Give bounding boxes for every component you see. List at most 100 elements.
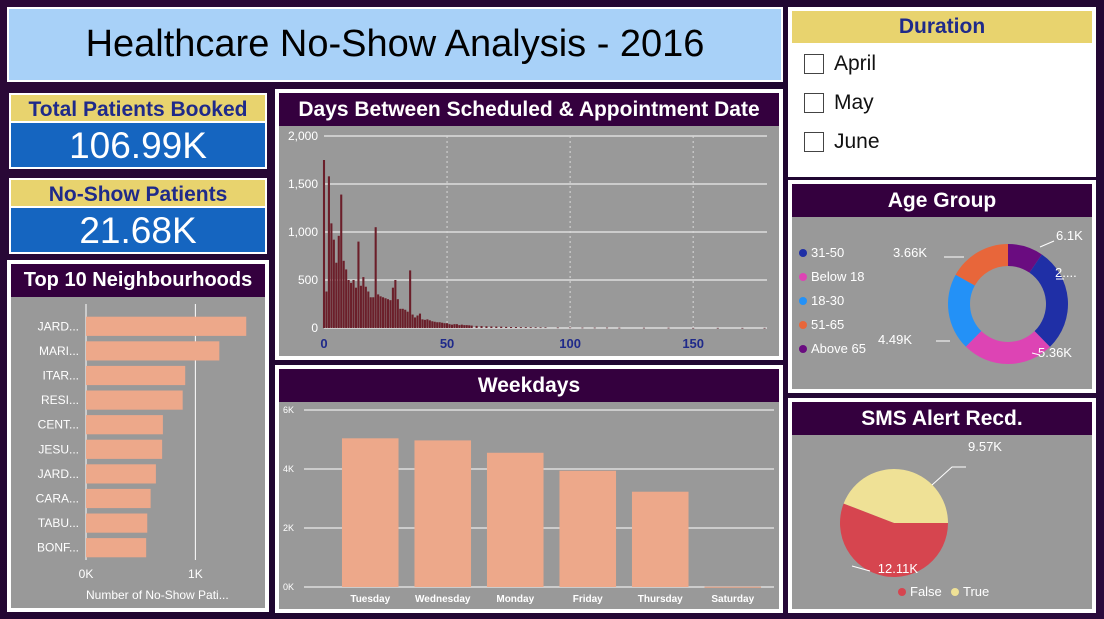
sms-chart-plot: 9.57K 12.11K False True [792,435,1092,609]
days-bar [519,327,522,328]
duration-option-may[interactable]: May [804,90,874,116]
days-bar [741,327,744,329]
days-bar [448,324,451,328]
days-bar [642,327,645,329]
dashboard-title: Healthcare No-Show Analysis - 2016 [85,23,705,65]
y-tick-label: JARD... [38,319,79,333]
x-tick-label: Saturday [711,594,754,605]
days-bar [500,326,503,328]
x-tick-label: 150 [682,336,704,351]
legend-marker [951,588,959,596]
days-bar [458,325,461,328]
x-tick-label: Tuesday [350,594,390,605]
age-chart-title: Age Group [792,184,1092,217]
weekday-bar [414,440,472,587]
data-label: 4.49K [878,332,912,347]
days-bar [345,269,348,328]
sms-chart-panel: SMS Alert Recd. 9.57K 12.11K False True [788,398,1096,613]
neighbourhood-bar [86,488,151,509]
neighbourhood-chart-panel: Top 10 Neighbourhoods 0K 1K JARD... MARI...… [7,260,269,612]
days-bar [414,317,417,328]
neighbourhood-chart-title: Top 10 Neighbourhoods [11,264,265,297]
weekday-bar [341,438,399,587]
kpi-booked-value: 106.99K [9,123,267,169]
y-tick-label: CENT... [38,418,79,432]
days-bar [667,327,670,329]
checkbox-april[interactable] [804,54,824,74]
neighbourhood-bar [86,390,183,410]
x-axis-label: Number of No-Show Pati... [86,588,229,602]
checkbox-june[interactable] [804,132,824,152]
x-tick-label: 50 [440,336,454,351]
days-bar [470,325,473,328]
y-tick-label: 0K [283,582,294,592]
x-tick-label: 100 [559,336,581,351]
days-bar [509,327,513,328]
days-bar [426,319,429,328]
weekday-bar [559,470,617,587]
x-tick-label: Friday [573,594,603,605]
days-bar [382,297,385,328]
days-bar [391,287,394,328]
sms-chart-svg: 9.57K 12.11K False True [840,439,1002,599]
y-tick-label: 500 [298,273,318,287]
days-bar [446,323,449,328]
days-bar [593,327,596,329]
duration-option-june[interactable]: June [804,129,880,155]
leader-line [1039,240,1055,248]
days-bar [411,314,414,328]
days-bar [394,280,397,328]
days-bar [325,291,328,328]
checkbox-may[interactable] [804,93,824,113]
days-bar [354,287,358,328]
neighbourhood-bar [86,538,147,558]
days-bar [369,297,372,328]
days-bar [389,300,392,328]
neighbourhood-bar [86,341,220,361]
days-bar [436,322,439,328]
legend-label: Above 65 [811,341,866,356]
neighbourhood-bar [86,464,156,484]
age-chart-plot: 6.1K 31-50 5.36K Below 18 4.49K 18-30 3.66K 51-… [792,217,1092,389]
days-bar [418,313,422,328]
days-bar [374,227,377,328]
days-bar [384,298,387,328]
days-bar [455,324,458,328]
x-tick-label: 0 [320,336,327,351]
leader-line [1031,352,1041,356]
y-tick-label: MARI... [39,344,79,358]
legend-marker [799,345,807,353]
y-tick-label: 2,000 [288,129,318,143]
sms-chart-title: SMS Alert Recd. [792,402,1092,435]
duration-option-label: May [834,91,874,114]
age-chart-svg: 6.1K 31-50 5.36K Below 18 4.49K 18-30 3.66K 51-… [799,228,1083,364]
y-tick-label: 6K [283,405,294,415]
days-bar [367,291,370,328]
days-bar [362,277,365,328]
weekdays-chart-panel: Weekdays 0K 2K 4K 6K Tuesday Wednesday Monday F… [275,365,783,613]
x-tick-label: Wednesday [415,594,471,605]
days-bar [377,294,380,328]
days-chart-panel: Days Between Scheduled & Appointment Dat… [275,89,783,360]
days-bar [352,280,355,328]
neighbourhood-bar [86,365,186,386]
days-bar [450,324,454,328]
y-tick-label: BONF... [37,541,79,555]
days-bar [332,239,335,328]
duration-option-label: April [834,52,877,75]
days-bar [350,282,353,328]
days-bar [716,327,719,329]
days-chart-plot: 0 500 1,000 1,500 2,000 0 50 100 150 [279,126,779,356]
y-tick-label: JARD... [38,467,79,481]
legend-marker [799,273,807,281]
days-bar [605,327,609,329]
days-bar [514,327,518,328]
y-tick-label: JESU... [38,442,79,456]
legend-label: False [910,584,942,599]
days-bar [480,326,483,328]
y-tick-label: RESI... [41,393,79,407]
neighbourhood-bar [86,316,247,336]
days-bar [364,286,367,328]
duration-option-april[interactable]: April [804,51,876,77]
age-slice [1008,244,1042,273]
